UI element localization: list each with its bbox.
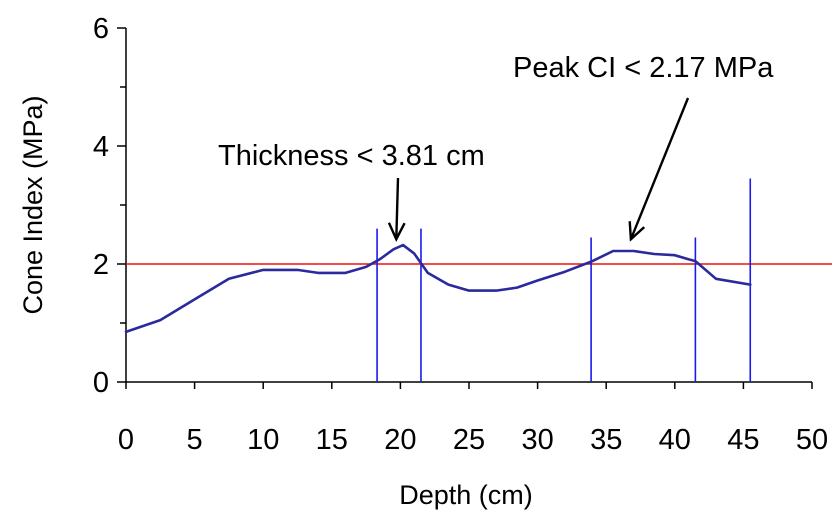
y-axis-label: Cone Index (MPa)	[18, 95, 48, 314]
x-tick-label: 0	[118, 424, 134, 456]
arrow-head	[387, 222, 406, 242]
annotation-thickness-text: Thickness < 3.81 cm	[218, 140, 485, 172]
series-line	[124, 243, 752, 334]
x-tick-label: 50	[796, 424, 828, 456]
arrow-head	[628, 221, 646, 242]
x-tick-label: 40	[659, 424, 691, 456]
x-tick-label: 30	[521, 424, 553, 456]
x-tick-label: 15	[316, 424, 348, 456]
annotation-peak-ci-arrow	[628, 97, 690, 242]
y-tick-label: 0	[93, 367, 109, 399]
y-tick-label: 6	[93, 13, 109, 45]
arrow-shaft	[395, 177, 400, 240]
annotation-thickness-arrow	[387, 177, 406, 242]
x-tick-label: 20	[384, 424, 416, 456]
y-tick-label: 4	[93, 131, 109, 163]
plot-area: 0 2 4 6 0 5 10 15 20 25 30 35 40 45 50	[93, 13, 832, 456]
arrow-shaft	[629, 97, 690, 240]
x-tick-label: 45	[727, 424, 759, 456]
x-tick-label: 5	[187, 424, 203, 456]
y-tick-label: 2	[93, 249, 109, 281]
x-tick-label: 10	[247, 424, 279, 456]
annotation-peak-ci-text: Peak CI < 2.17 MPa	[513, 52, 774, 84]
x-axis-label: Depth (cm)	[399, 480, 533, 510]
annotation-peak-ci: Peak CI < 2.17 MPa	[513, 52, 774, 84]
x-tick-label: 35	[590, 424, 622, 456]
x-tick-label: 25	[453, 424, 485, 456]
annotation-thickness: Thickness < 3.81 cm	[218, 140, 485, 172]
